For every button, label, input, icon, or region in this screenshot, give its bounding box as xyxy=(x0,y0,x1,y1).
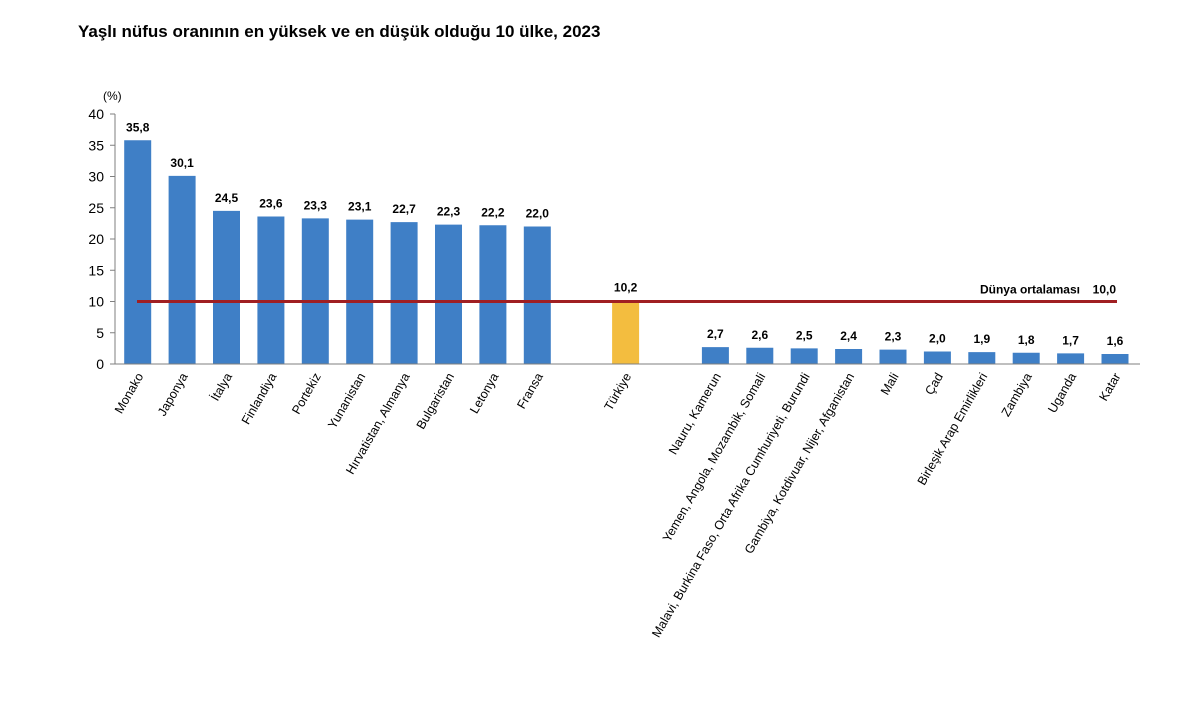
bar-value-label: 35,8 xyxy=(126,120,150,134)
bar xyxy=(523,226,551,364)
bar-value-label: 10,2 xyxy=(614,280,638,294)
bar xyxy=(1057,353,1085,364)
y-tick-label: 10 xyxy=(88,294,104,310)
bar xyxy=(124,140,152,364)
y-tick-label: 5 xyxy=(96,325,104,341)
bar xyxy=(835,349,863,364)
bar xyxy=(257,216,285,364)
reference-line-group: Dünya ortalaması 10,0 xyxy=(137,283,1117,303)
category-labels: Monako Japonya İtalya Finlandiya Portekiz Yun… xyxy=(112,370,1124,639)
bar xyxy=(746,347,774,364)
bar-value-label: 2,7 xyxy=(707,327,724,341)
bar xyxy=(435,224,462,364)
bars xyxy=(124,140,1129,364)
category-label: Yunanistan xyxy=(325,370,368,431)
bar-value-label: 30,1 xyxy=(170,156,194,170)
chart-title: Yaşlı nüfus oranının en yüksek ve en düş… xyxy=(78,22,601,41)
bar-value-label: 2,3 xyxy=(885,330,902,344)
bar xyxy=(923,351,951,364)
category-label: Çad xyxy=(922,370,946,397)
bar xyxy=(1101,354,1129,364)
y-tick-label: 30 xyxy=(88,169,104,185)
category-label: Finlandiya xyxy=(239,370,280,426)
bar xyxy=(701,347,729,364)
y-tick-label: 25 xyxy=(88,200,104,216)
category-label: Malavi, Burkina Faso, Orta Afrika Cumhur… xyxy=(649,370,813,639)
category-label: Portekiz xyxy=(289,371,324,417)
world-average-label: Dünya ortalaması xyxy=(980,283,1080,297)
bar-value-label: 22,7 xyxy=(392,202,416,216)
category-label: Katar xyxy=(1097,371,1124,404)
category-label: Zambiya xyxy=(999,370,1035,419)
bar-value-label: 22,2 xyxy=(481,205,505,219)
category-label: Monako xyxy=(112,370,146,416)
bar xyxy=(390,222,418,364)
bar xyxy=(168,175,196,364)
bar-value-label: 22,0 xyxy=(526,207,550,221)
bar-value-label: 23,3 xyxy=(304,198,328,212)
category-label: Türkiye xyxy=(602,370,635,413)
bar-value-label: 23,6 xyxy=(259,197,283,211)
bar xyxy=(968,352,996,364)
y-tick-label: 35 xyxy=(88,137,104,153)
category-label: Mali xyxy=(878,371,902,398)
y-tick-label: 0 xyxy=(96,356,104,372)
category-label: Uganda xyxy=(1045,370,1079,415)
y-tick-label: 15 xyxy=(88,262,104,278)
bar-value-label: 2,5 xyxy=(796,328,813,342)
bar xyxy=(479,225,507,364)
bar xyxy=(213,210,240,364)
category-label: İtalya xyxy=(208,370,235,403)
category-label: Fransa xyxy=(514,370,546,411)
category-label: Japonya xyxy=(155,370,191,418)
bar-value-label: 24,5 xyxy=(215,191,239,205)
value-labels: 35,8 30,1 24,5 23,6 23,3 23,1 22,7 22,3 22,2 22,0… xyxy=(126,120,1124,348)
category-label: Letonya xyxy=(467,370,501,416)
bar-value-label: 2,6 xyxy=(751,328,768,342)
bar-value-label: 23,1 xyxy=(348,200,372,214)
y-axis-unit: (%) xyxy=(103,89,122,103)
bar xyxy=(612,300,640,364)
category-label: Bulgaristan xyxy=(414,370,457,431)
bar-value-label: 2,4 xyxy=(840,329,857,343)
bar-value-label: 1,6 xyxy=(1107,334,1124,348)
y-tick-label: 20 xyxy=(88,231,104,247)
bar xyxy=(301,218,329,364)
bar-value-label: 1,7 xyxy=(1062,333,1079,347)
world-average-value: 10,0 xyxy=(1093,283,1117,297)
y-axis: 0 5 10 15 20 25 30 35 40 (%) xyxy=(88,89,121,372)
bar-value-label: 22,3 xyxy=(437,205,461,219)
bar-value-label: 1,9 xyxy=(973,332,990,346)
bar-value-label: 2,0 xyxy=(929,332,946,346)
bar xyxy=(346,219,374,364)
bar xyxy=(879,349,907,364)
bar xyxy=(1012,352,1040,364)
bar xyxy=(790,348,818,364)
y-tick-label: 40 xyxy=(88,106,104,122)
bar-value-label: 1,8 xyxy=(1018,333,1035,347)
